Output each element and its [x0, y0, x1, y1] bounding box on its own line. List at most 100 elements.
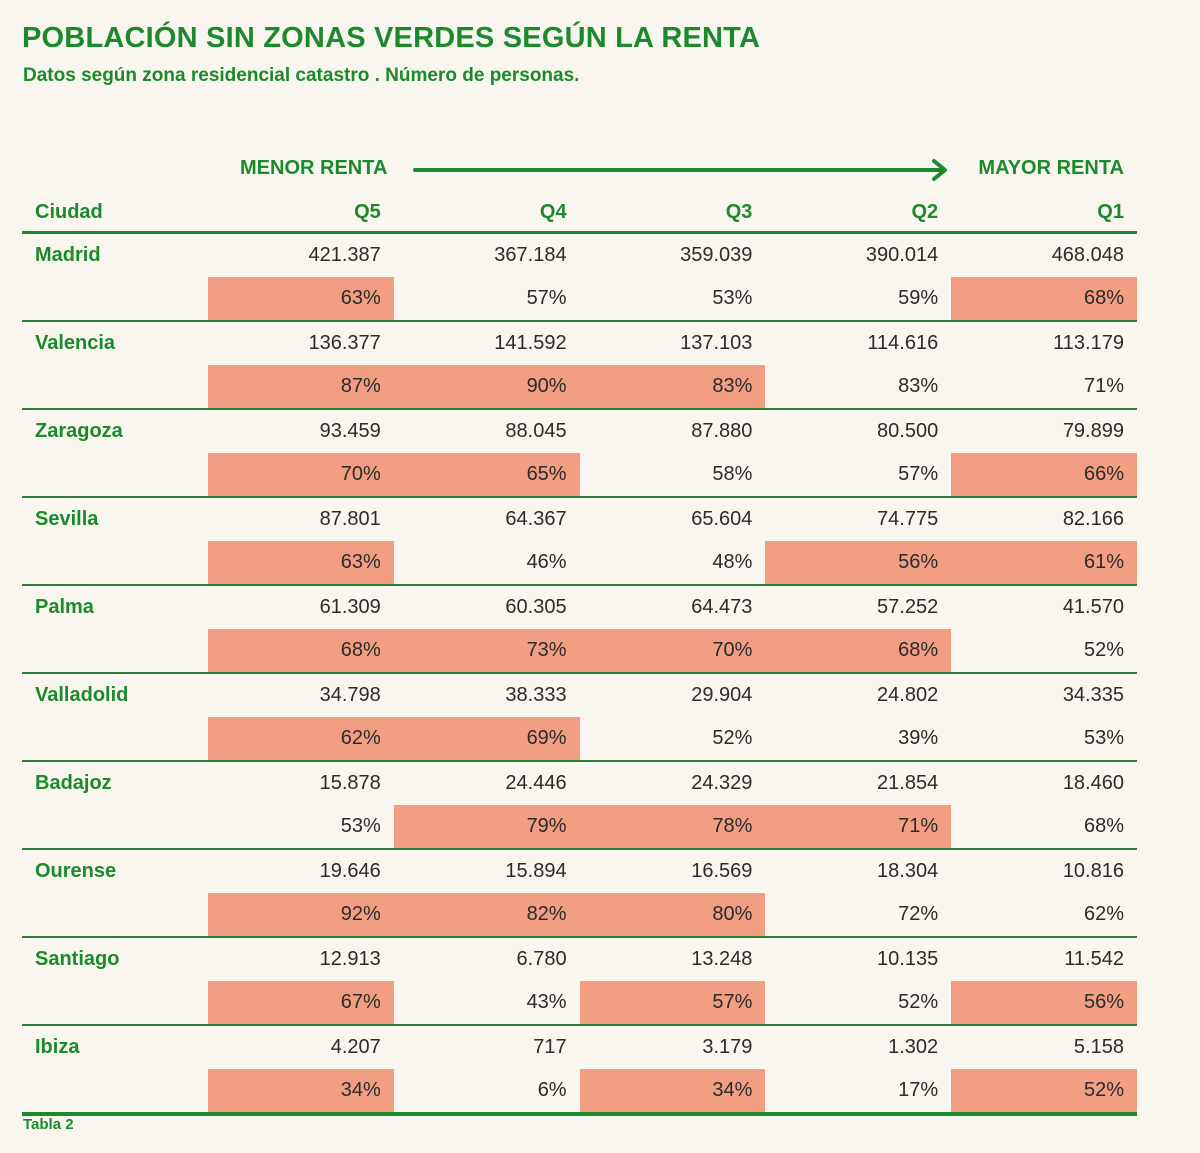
population-value: 4.207 — [330, 1036, 381, 1058]
population-value: 87.880 — [691, 420, 753, 442]
population-value: 113.179 — [1053, 332, 1124, 354]
percent-value-highlighted: 56% — [765, 541, 952, 584]
population-value: 11.542 — [1064, 948, 1124, 970]
row-spacer — [22, 541, 208, 584]
percent-value: 59% — [898, 287, 939, 309]
population-value: 137.103 — [680, 332, 753, 354]
population-value: 114.616 — [867, 332, 939, 354]
percent-value-highlighted: 66% — [951, 453, 1137, 496]
percent-value-highlighted: 62% — [208, 717, 394, 760]
population-value: 1.302 — [888, 1036, 939, 1058]
table-row: Santiago 12.913 6.780 13.248 10.135 11.542 67%… — [22, 938, 1137, 1026]
row-spacer — [22, 1069, 208, 1112]
population-value: 64.367 — [505, 508, 567, 530]
percent-row: 63% 46% 48% 56% 61% — [22, 541, 1137, 584]
percent-value: 43% — [526, 991, 567, 1013]
percent-value-highlighted: 90% — [393, 365, 580, 408]
table-row: Zaragoza 93.459 88.045 87.880 80.500 79.899 70… — [22, 410, 1137, 498]
percent-value: 39% — [898, 727, 939, 749]
income-table: Ciudad Q5 Q4 Q3 Q2 Q1 Madrid 421.387 367.1… — [22, 190, 1137, 1116]
value-row: Santiago 12.913 6.780 13.248 10.135 11.542 — [22, 938, 1137, 981]
percent-value: 72% — [898, 903, 939, 925]
city-name: Valladolid — [35, 684, 129, 706]
population-value: 16.569 — [691, 860, 753, 882]
menor-renta-label: MENOR RENTA — [240, 157, 388, 179]
city-name: Santiago — [35, 948, 120, 970]
population-value: 421.387 — [308, 244, 381, 266]
percent-value-highlighted: 52% — [951, 1069, 1137, 1112]
population-value: 19.646 — [319, 860, 381, 882]
percent-value: 57% — [526, 287, 567, 309]
percent-value: 17% — [898, 1079, 939, 1101]
population-value: 18.460 — [1062, 772, 1124, 794]
percent-value: 57% — [898, 463, 939, 485]
population-value: 57.252 — [877, 596, 939, 618]
row-spacer — [22, 981, 208, 1024]
percent-value: 68% — [1083, 815, 1124, 837]
city-name: Palma — [35, 596, 94, 618]
population-value: 60.305 — [505, 596, 567, 618]
population-value: 21.854 — [877, 772, 939, 794]
table-caption: Tabla 2 — [23, 1116, 74, 1133]
percent-row: 68% 73% 70% 68% 52% — [22, 629, 1137, 672]
header-ciudad: Ciudad — [35, 201, 103, 223]
population-value: 93.459 — [319, 420, 381, 442]
percent-value-highlighted: 63% — [208, 541, 394, 584]
percent-value-highlighted: 63% — [208, 277, 394, 320]
population-value: 24.329 — [691, 772, 753, 794]
city-name: Valencia — [35, 332, 116, 354]
header-q5: Q5 — [354, 201, 381, 223]
row-spacer — [22, 453, 208, 496]
percent-value-highlighted: 67% — [208, 981, 394, 1024]
percent-value-highlighted: 71% — [765, 805, 952, 848]
percent-row: 70% 65% 58% 57% 66% — [22, 453, 1137, 496]
table-row: Palma 61.309 60.305 64.473 57.252 41.570 68% 73… — [22, 586, 1137, 674]
population-value: 5.158 — [1073, 1036, 1124, 1058]
percent-value: 53% — [712, 287, 753, 309]
percent-value: 83% — [898, 375, 939, 397]
city-name: Sevilla — [35, 508, 99, 530]
percent-value: 48% — [712, 551, 753, 573]
population-value: 15.878 — [319, 772, 381, 794]
table-row: Valencia 136.377 141.592 137.103 114.616 113.… — [22, 322, 1137, 410]
population-value: 468.048 — [1051, 244, 1124, 266]
value-row: Zaragoza 93.459 88.045 87.880 80.500 79.899 — [22, 410, 1137, 453]
row-spacer — [22, 805, 208, 848]
population-value: 82.166 — [1062, 508, 1124, 530]
table-row: Sevilla 87.801 64.367 65.604 74.775 82.166 63%… — [22, 498, 1137, 586]
population-value: 359.039 — [680, 244, 753, 266]
population-value: 88.045 — [505, 420, 567, 442]
percent-value: 52% — [898, 991, 939, 1013]
city-name: Ibiza — [35, 1036, 80, 1058]
population-value: 3.179 — [702, 1036, 753, 1058]
header-q4: Q4 — [539, 201, 567, 223]
percent-value-highlighted: 56% — [951, 981, 1137, 1024]
percent-row: 34% 6% 34% 17% 52% — [22, 1069, 1137, 1112]
header-q2: Q2 — [911, 201, 939, 223]
population-value: 61.309 — [319, 596, 381, 618]
percent-value-highlighted: 83% — [579, 365, 766, 408]
population-value: 24.802 — [877, 684, 939, 706]
mayor-renta-label: MAYOR RENTA — [978, 157, 1124, 179]
population-value: 6.780 — [516, 948, 567, 970]
percent-row: 62% 69% 52% 39% 53% — [22, 717, 1137, 760]
table-row: Valladolid 34.798 38.333 29.904 24.802 34.335… — [22, 674, 1137, 762]
population-value: 717 — [533, 1036, 567, 1058]
population-value: 10.816 — [1062, 860, 1124, 882]
value-row: Madrid 421.387 367.184 359.039 390.014 468.04… — [22, 234, 1137, 277]
percent-value: 58% — [712, 463, 753, 485]
population-value: 74.775 — [877, 508, 939, 530]
percent-value-highlighted: 34% — [208, 1069, 394, 1112]
percent-value: 53% — [340, 815, 381, 837]
percent-value-highlighted: 87% — [208, 365, 394, 408]
population-value: 87.801 — [319, 508, 381, 530]
row-spacer — [22, 277, 208, 320]
population-value: 10.135 — [877, 948, 939, 970]
percent-value-highlighted: 82% — [393, 893, 580, 936]
value-row: Ibiza 4.207 717 3.179 1.302 5.158 — [22, 1026, 1137, 1069]
table-header: Ciudad Q5 Q4 Q3 Q2 Q1 — [22, 190, 1137, 234]
percent-row: 63% 57% 53% 59% 68% — [22, 277, 1137, 320]
population-value: 34.335 — [1062, 684, 1124, 706]
table-row: Ibiza 4.207 717 3.179 1.302 5.158 34% 6% 34% 17% 5… — [22, 1026, 1137, 1116]
row-spacer — [22, 629, 208, 672]
